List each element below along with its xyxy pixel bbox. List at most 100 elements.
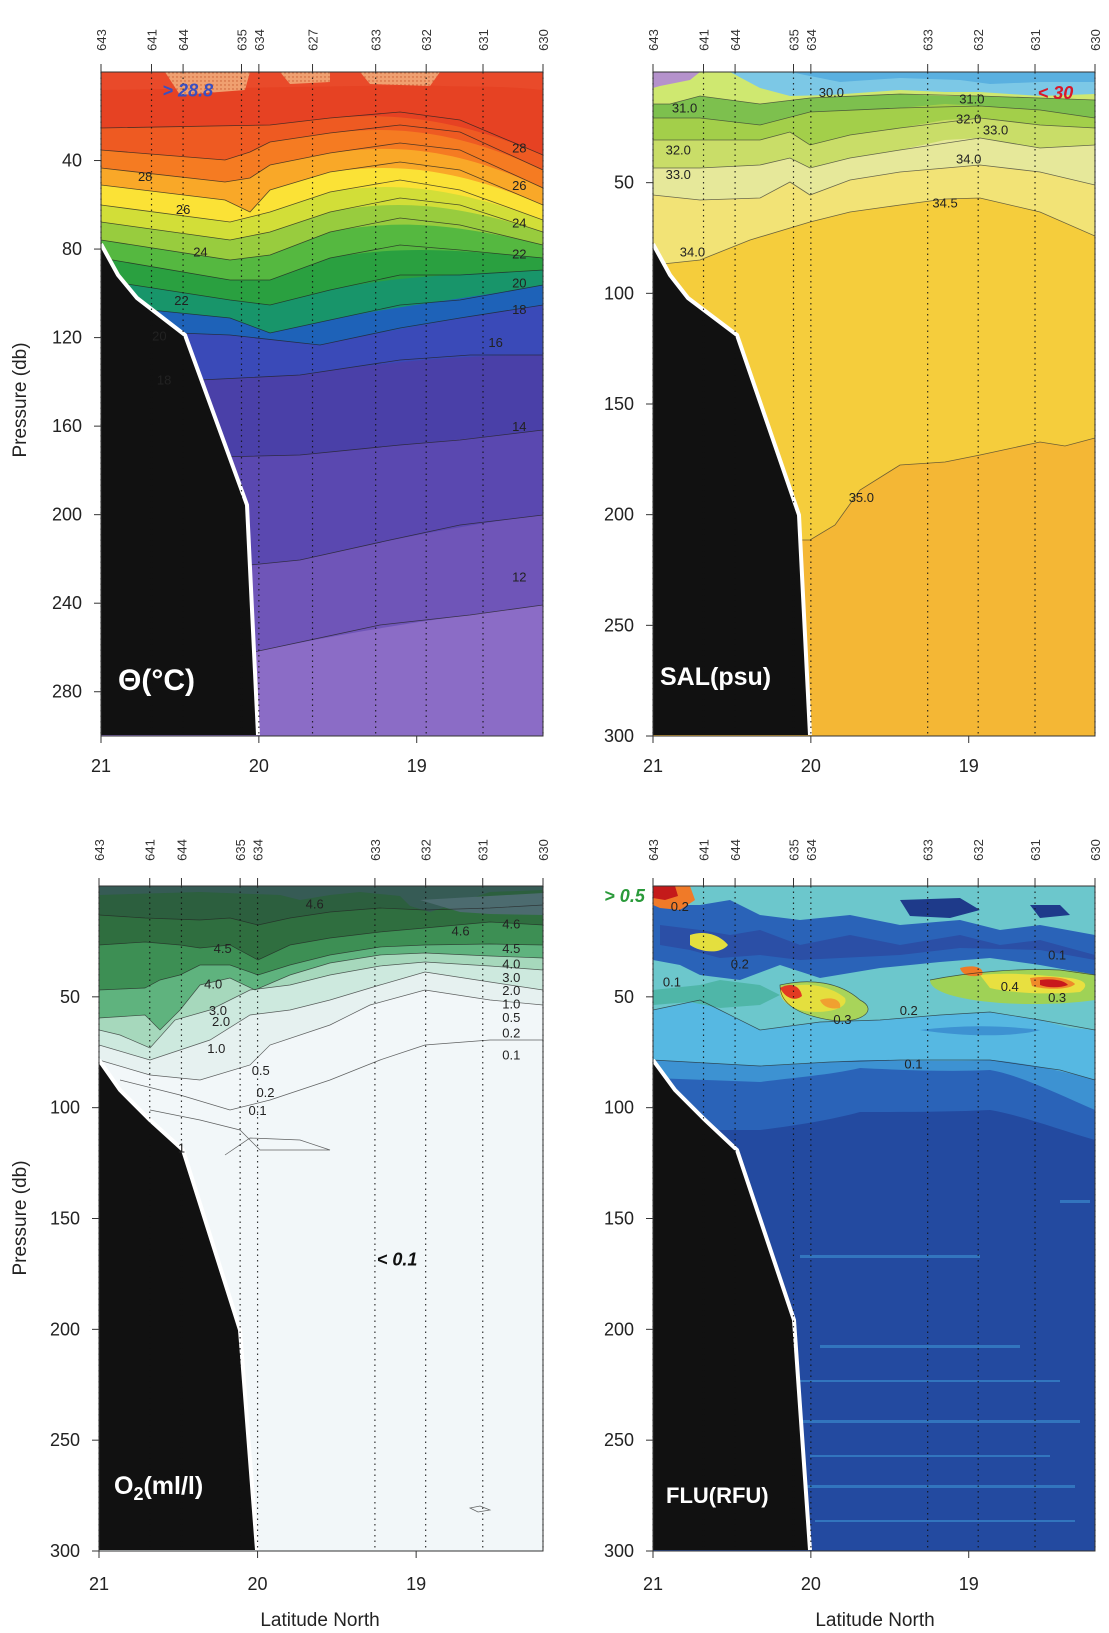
station-label-631: 631 xyxy=(476,29,491,51)
y-tick-label: 300 xyxy=(50,1541,80,1561)
contour-label: 0.2 xyxy=(900,1003,918,1018)
contour-label: 4.5 xyxy=(214,941,232,956)
station-label-633: 633 xyxy=(369,29,384,51)
contour-label: 22 xyxy=(512,246,526,261)
contour-label: 34.0 xyxy=(956,151,981,166)
station-label-644: 644 xyxy=(728,839,743,861)
contour-label: 4.6 xyxy=(452,923,470,938)
panel-label-flu: FLU(RFU) xyxy=(666,1483,769,1508)
station-label-632: 632 xyxy=(971,29,986,51)
panel-label-o2: O2(ml/l) xyxy=(114,1472,203,1504)
station-label-641: 641 xyxy=(697,29,712,51)
y-tick-label: 250 xyxy=(50,1430,80,1450)
extreme-annotation: > 0.5 xyxy=(604,886,646,906)
station-label-644: 644 xyxy=(174,839,189,861)
contour-label: 2.0 xyxy=(502,983,520,998)
contour-label: 1.0 xyxy=(207,1041,225,1056)
station-label-633: 633 xyxy=(921,839,936,861)
contour-label: 0.1 xyxy=(249,1103,267,1118)
y-tick-label: 50 xyxy=(614,987,634,1007)
x-tick-label: 20 xyxy=(248,1574,268,1594)
panel-label-sal: SAL(psu) xyxy=(660,663,771,691)
station-label-630: 630 xyxy=(1088,29,1103,51)
contour-label: 14 xyxy=(512,419,526,434)
o2-field xyxy=(99,886,543,1551)
contour-label: 18 xyxy=(512,302,526,317)
contour-label: 35.0 xyxy=(849,490,874,505)
contour-label: 3.0 xyxy=(502,970,520,985)
station-label-630: 630 xyxy=(536,839,551,861)
x-tick-label: 19 xyxy=(959,1574,979,1594)
y-tick-label: 200 xyxy=(52,505,82,525)
contour-label: 34.0 xyxy=(680,244,705,259)
contour-label: 22 xyxy=(174,293,188,308)
contour-label: 4.5 xyxy=(502,941,520,956)
station-label-627: 627 xyxy=(306,29,321,51)
x-tick-label: 21 xyxy=(91,756,111,776)
contour-label: 32.0 xyxy=(666,142,691,157)
station-label-634: 634 xyxy=(804,839,819,861)
contour-label: 0.5 xyxy=(252,1063,270,1078)
contour-label: 4.6 xyxy=(306,897,324,912)
station-label-632: 632 xyxy=(419,839,434,861)
x-tick-label: 20 xyxy=(801,1574,821,1594)
x-tick-label: 19 xyxy=(407,756,427,776)
extreme-annotation: < 30 xyxy=(1038,83,1074,103)
y-tick-label: 160 xyxy=(52,416,82,436)
station-label-644: 644 xyxy=(176,29,191,51)
x-tick-label: 21 xyxy=(89,1574,109,1594)
station-label-634: 634 xyxy=(252,29,267,51)
station-label-631: 631 xyxy=(1028,29,1043,51)
contour-label: 24 xyxy=(512,216,526,231)
contour-label: 28 xyxy=(512,140,526,155)
contour-label: 2.0 xyxy=(212,1014,230,1029)
x-tick-label: 19 xyxy=(959,756,979,776)
y-tick-label: 150 xyxy=(604,1209,634,1229)
x-axis-title-left: Latitude North xyxy=(260,1610,379,1631)
contour-label: 0.1 xyxy=(663,974,681,989)
contour-label: 3.0 xyxy=(209,1003,227,1018)
contour-label: 33.0 xyxy=(666,167,691,182)
station-label-643: 643 xyxy=(646,29,661,51)
contour-label: 4.6 xyxy=(502,917,520,932)
y-tick-label: 80 xyxy=(62,239,82,259)
station-label-635: 635 xyxy=(234,29,249,51)
contour-label: 4.0 xyxy=(204,977,222,992)
station-label-643: 643 xyxy=(94,29,109,51)
y-tick-label: 150 xyxy=(604,394,634,414)
x-tick-label: 21 xyxy=(643,756,663,776)
y-tick-label: 300 xyxy=(604,726,634,746)
station-label-630: 630 xyxy=(536,29,551,51)
y-tick-label: 100 xyxy=(50,1098,80,1118)
station-label-643: 643 xyxy=(92,839,107,861)
panel-label-theta: Θ(°C) xyxy=(118,664,195,697)
station-label-644: 644 xyxy=(728,29,743,51)
contour-label: 0.3 xyxy=(1048,990,1066,1005)
sal-field xyxy=(653,72,1095,736)
y-tick-label: 40 xyxy=(62,151,82,171)
x-axis-title-right: Latitude North xyxy=(815,1610,934,1631)
station-label-633: 633 xyxy=(921,29,936,51)
contour-label: 32.0 xyxy=(956,111,981,126)
station-label-634: 634 xyxy=(251,839,266,861)
y-tick-label: 200 xyxy=(604,505,634,525)
x-tick-label: 20 xyxy=(249,756,269,776)
y-tick-label: 280 xyxy=(52,682,82,702)
contour-label: 12 xyxy=(512,570,526,585)
contour-label: 24 xyxy=(193,244,207,259)
contour-label: 0.5 xyxy=(502,1010,520,1025)
y-tick-label: 300 xyxy=(604,1541,634,1561)
station-label-641: 641 xyxy=(145,29,160,51)
y-tick-label: 250 xyxy=(604,1430,634,1450)
station-label-635: 635 xyxy=(786,839,801,861)
contour-label: 0.1 xyxy=(904,1056,922,1071)
x-tick-label: 19 xyxy=(406,1574,426,1594)
station-label-635: 635 xyxy=(786,29,801,51)
contour-label: 16 xyxy=(488,335,502,350)
contour-label: 18 xyxy=(157,373,171,388)
contour-label: 1 xyxy=(178,1141,185,1156)
contour-label: 0.2 xyxy=(731,957,749,972)
station-label-631: 631 xyxy=(1028,839,1043,861)
extreme-annotation: > 28.8 xyxy=(163,81,214,101)
